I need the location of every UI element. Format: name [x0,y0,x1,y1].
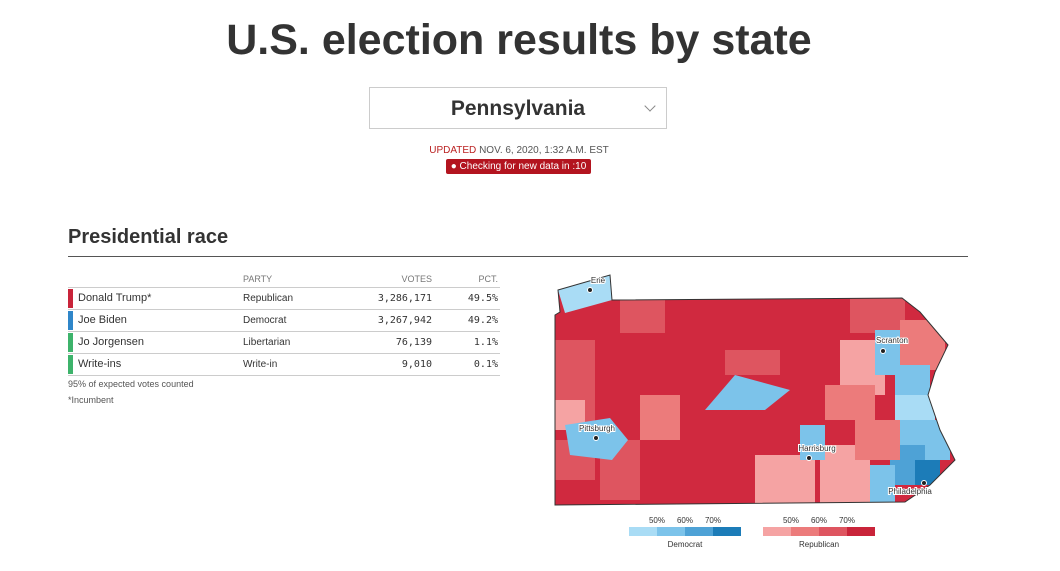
column-header: VOTES [401,274,432,284]
votes: 3,286,171 [377,293,432,304]
party: Libertarian [243,337,291,348]
note: *Incumbent [68,395,114,405]
city-dot [880,348,886,354]
row-line [68,309,500,310]
updated: UPDATED NOV. 6, 2020, 1:32 A.M. EST [0,145,1038,156]
row-line [68,375,500,376]
state-select-value: Pennsylvania [450,97,586,120]
legend-swatch [629,527,657,536]
row-line [68,353,500,354]
rule [68,256,968,257]
column-header: PARTY [243,274,273,284]
votes: 76,139 [395,337,432,348]
legend-tick: 60% [811,516,827,525]
legend-tick: 70% [839,516,855,525]
legend-swatch [685,527,713,536]
pct: 49.2% [467,315,498,326]
legend-tick: 50% [649,516,665,525]
status-text: Checking for new data in :10 [459,161,587,172]
candidate: Jo Jorgensen [78,336,145,348]
party: Republican [243,293,294,304]
legend-tick: 70% [705,516,721,525]
candidate: Donald Trump* [78,292,152,304]
city-label: Scranton [876,336,908,345]
section-title: Presidential race [68,226,229,248]
city-dot [593,435,599,441]
legend-name: Democrat [668,540,703,549]
state-select[interactable]: Pennsylvania [369,87,667,129]
city-dot [806,455,812,461]
party-bar [68,311,73,330]
legend-swatch [713,527,741,536]
city-dot [587,287,593,293]
party-bar [68,355,73,374]
updated-label: UPDATED [429,145,477,156]
city-label: Erie [591,276,606,285]
party-bar [68,333,73,352]
city-label: Harrisburg [798,444,835,453]
note: 95% of expected votes counted [68,379,194,389]
pct: 49.5% [467,293,498,304]
pct: 0.1% [473,359,498,370]
city-label: Philadelphia [888,487,932,496]
legend-swatch [657,527,685,536]
status-badge: ● Checking for new data in :10 [446,159,591,174]
candidate: Write-ins [78,358,122,370]
legend-swatch [847,527,875,536]
legend-swatch [819,527,847,536]
row-line [68,331,500,332]
legend-name: Republican [799,540,839,549]
party: Democrat [243,315,287,326]
city-dot [921,480,927,486]
votes: 3,267,942 [377,315,432,326]
party: Write-in [243,359,278,370]
page-title: U.S. election results by state [226,16,812,64]
updated-time: NOV. 6, 2020, 1:32 A.M. EST [479,145,609,156]
column-header: PCT. [478,274,498,284]
legend-swatch [763,527,791,536]
row-line [68,287,500,288]
pct: 1.1% [473,337,498,348]
legend-swatch [791,527,819,536]
candidate: Joe Biden [78,314,127,326]
party-bar [68,289,73,308]
votes: 9,010 [401,359,432,370]
legend-tick: 60% [677,516,693,525]
legend-tick: 50% [783,516,799,525]
city-label: Pittsburgh [579,424,615,433]
